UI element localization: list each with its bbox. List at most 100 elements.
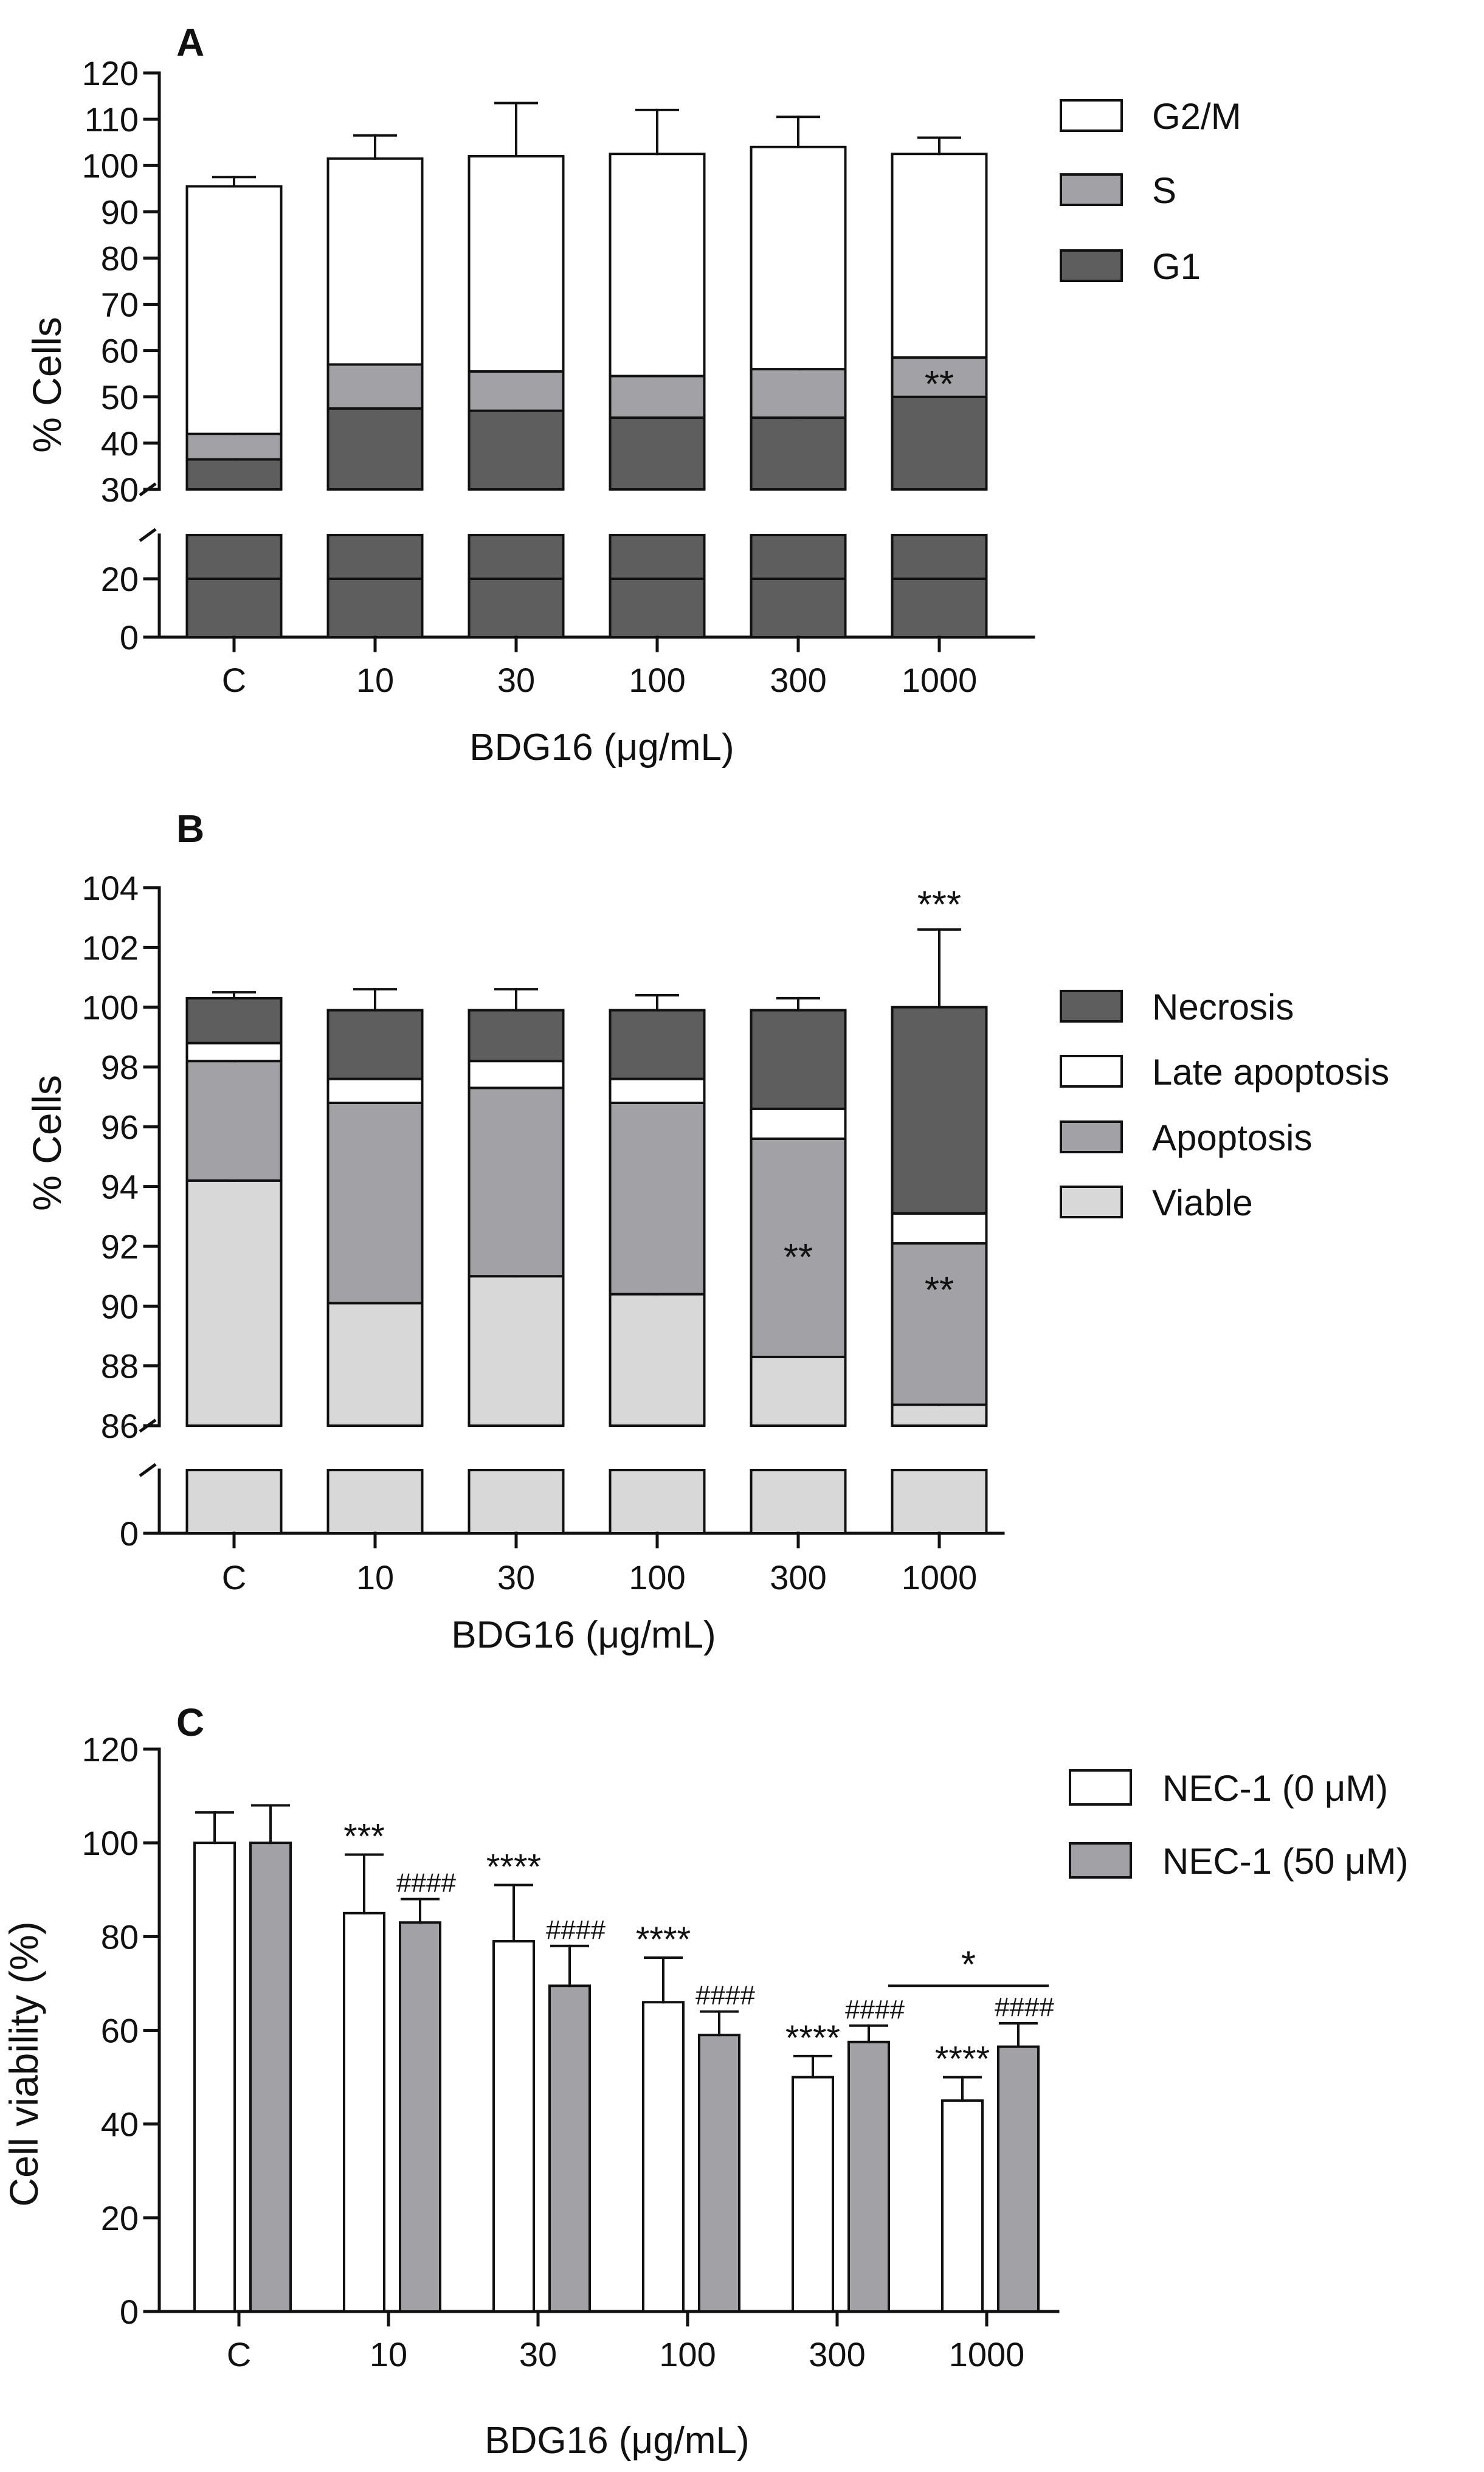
panel-c-hash-label: #### xyxy=(845,1995,905,2025)
panel-b-ytick-label: 92 xyxy=(101,1227,139,1266)
panel-b-bar-apoptosis xyxy=(609,1102,706,1296)
panel-a-ytick-label: 100 xyxy=(82,147,139,185)
panel-b-bar-viable xyxy=(891,1403,988,1427)
panel-c-xtick-label: 100 xyxy=(659,2335,716,2374)
panel-b-bar-apoptosis xyxy=(468,1086,565,1278)
panel-a-bar-g1-lower-top xyxy=(609,534,706,580)
panel-a-ylabel: % Cells xyxy=(24,317,69,453)
panel-a-bar-s xyxy=(468,370,565,412)
panel-b-xtick-label: 300 xyxy=(770,1558,826,1597)
panel-b-xtick-label: 1000 xyxy=(902,1558,978,1597)
panel-a-bar-s xyxy=(326,363,424,410)
panel-c-legend-label: NEC-1 (0 μM) xyxy=(1162,1768,1388,1809)
panel-b-bar-viable-lower xyxy=(326,1469,424,1535)
panel-a-ytick-label: 20 xyxy=(101,560,139,598)
panel-a-legend-swatch-g1 xyxy=(1060,249,1123,282)
panel-b-legend-label: Apoptosis xyxy=(1152,1117,1313,1158)
panel-b-ytick-label: 98 xyxy=(101,1048,139,1086)
panel-c-hash-label: #### xyxy=(396,1868,456,1898)
panel-c-bar-nec1-50um xyxy=(399,1921,441,2313)
panel-a-bar-g1-lower xyxy=(609,578,706,638)
panel-a-bar-g2m xyxy=(326,157,424,366)
panel-a-bar-g1 xyxy=(326,407,424,491)
panel-c-bar-nec1-50um xyxy=(847,2040,890,2313)
panel-c-xtick-label: 1000 xyxy=(949,2335,1025,2374)
panel-c-ytick-label: 100 xyxy=(82,1824,139,1862)
panel-a: A % Cells BDG16 (μg/mL) xyxy=(24,21,734,768)
panel-a-bar-g1-lower-top xyxy=(750,534,847,580)
panel-b-xlabel: BDG16 (μg/mL) xyxy=(451,1614,716,1656)
panel-b-bar-necrosis xyxy=(326,1009,424,1080)
panel-b-bar-viable-lower xyxy=(609,1469,706,1535)
panel-a-bar-g1-lower xyxy=(185,578,283,638)
panel-a-bar-s xyxy=(750,368,847,419)
panel-a-bar-g1-lower-top xyxy=(891,534,988,580)
panel-a-ytick-label: 80 xyxy=(101,239,139,277)
panel-c-bracket-label: * xyxy=(961,1944,976,1986)
panel-b-ytick-label: 0 xyxy=(120,1514,139,1553)
panel-c-bar-nec1-0um xyxy=(343,1911,385,2313)
panel-b-ytick-label: 102 xyxy=(82,928,139,967)
panel-b-bar-viable xyxy=(326,1302,424,1428)
panel-b-ytick-label: 100 xyxy=(82,989,139,1027)
panel-c-ytick-label: 120 xyxy=(82,1730,139,1769)
panel-a-label: A xyxy=(176,21,204,64)
panel-c-legend-swatch-nec50 xyxy=(1069,1842,1132,1879)
panel-a-ytick-label: 60 xyxy=(101,332,139,370)
panel-a-xlabel: BDG16 (μg/mL) xyxy=(469,727,734,768)
panel-a-axis-break-mark xyxy=(139,528,157,542)
panel-b-bar-necrosis xyxy=(468,1009,565,1063)
panel-a-significance-label: ** xyxy=(925,364,954,406)
panel-b-bar-viable-lower xyxy=(468,1469,565,1535)
panel-b-bar-viable xyxy=(750,1355,847,1428)
panel-b-ytick-label: 94 xyxy=(101,1168,139,1206)
panel-b-bar-lateapoptosis xyxy=(750,1107,847,1141)
panel-c-ytick-label: 0 xyxy=(120,2293,139,2331)
panel-b-legend-label: Late apoptosis xyxy=(1152,1052,1389,1093)
panel-a-ytick-label: 70 xyxy=(101,286,139,324)
panel-a-bar-g1-lower-top xyxy=(185,534,283,580)
panel-a-bar-g1 xyxy=(468,409,565,491)
panel-a-xtick-label: 300 xyxy=(770,661,826,699)
panel-b-significance-label: ** xyxy=(784,1237,813,1279)
panel-b-legend-swatch-apoptosis xyxy=(1060,1120,1123,1153)
panel-b-bar-viable-lower xyxy=(185,1469,283,1535)
panel-b-xtick-label: 100 xyxy=(629,1558,685,1597)
panel-a-ytick-label: 90 xyxy=(101,193,139,231)
panel-c-significance-label: **** xyxy=(636,1920,691,1959)
panel-a-ytick-label: 0 xyxy=(120,618,139,657)
panel-b-bar-apoptosis xyxy=(326,1102,424,1305)
panel-c-bar-nec1-0um xyxy=(792,2076,834,2313)
panel-b-bar-necrosis xyxy=(891,1006,988,1215)
panel-c-xtick-label: 30 xyxy=(519,2335,557,2374)
panel-b-bar-viable xyxy=(185,1179,283,1428)
panel-c-significance-label: **** xyxy=(486,1848,541,1887)
panel-b-ytick-label: 90 xyxy=(101,1287,139,1325)
panel-a-bar-g1-lower xyxy=(750,578,847,638)
panel-b-ytick-label: 88 xyxy=(101,1347,139,1386)
panel-b-legend-label: Viable xyxy=(1152,1182,1253,1223)
panel-b: B % Cells BDG16 (μg/mL) xyxy=(24,807,716,1656)
panel-a-bar-g1 xyxy=(891,395,988,491)
panel-a-bar-g1 xyxy=(750,416,847,491)
panel-a-bar-g1-lower-top xyxy=(326,534,424,580)
panel-c-ytick-label: 80 xyxy=(101,1918,139,1956)
panel-b-xtick-label: 10 xyxy=(356,1558,394,1597)
panel-a-xtick-label: 10 xyxy=(356,661,394,699)
panel-a-ytick-label: 40 xyxy=(101,424,139,463)
panel-b-xtick-label: C xyxy=(222,1558,246,1597)
panel-b-bar-apoptosis xyxy=(185,1060,283,1182)
panel-c-hash-label: #### xyxy=(695,1981,755,2011)
panel-a-bar-s xyxy=(185,432,283,461)
panel-c-bar-nec1-50um xyxy=(997,2045,1040,2313)
panel-c-significance-label: *** xyxy=(343,1817,385,1856)
panel-c-bar-nec1-50um xyxy=(698,2034,740,2313)
panel-c-significance-label: **** xyxy=(785,2018,840,2058)
panel-c-xtick-label: 300 xyxy=(809,2335,865,2374)
panel-a-bar-g2m xyxy=(609,153,706,378)
panel-a-bar-g2m xyxy=(891,153,988,359)
panel-b-bar-lateapoptosis xyxy=(891,1212,988,1245)
panel-b-bar-necrosis xyxy=(609,1009,706,1080)
